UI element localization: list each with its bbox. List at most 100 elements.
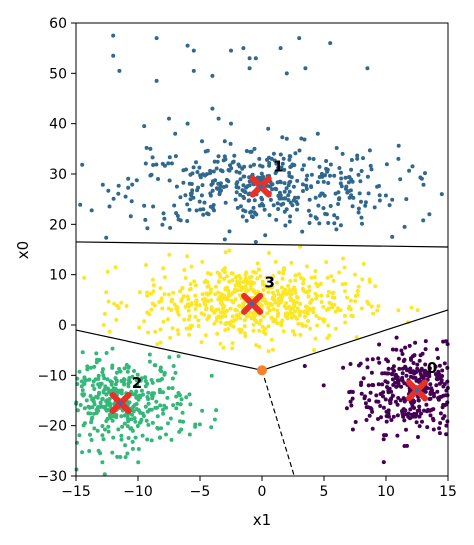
data-point — [337, 166, 342, 170]
data-point — [304, 324, 308, 328]
data-point — [314, 216, 319, 221]
x-tick-label: 15 — [439, 484, 457, 500]
data-point — [303, 314, 307, 319]
data-point — [409, 357, 413, 362]
data-point — [153, 329, 158, 334]
data-point — [153, 405, 158, 410]
data-point — [243, 209, 248, 214]
data-point — [228, 306, 233, 311]
data-point — [280, 276, 285, 281]
data-point — [166, 292, 171, 297]
data-point — [406, 368, 411, 373]
data-point — [399, 348, 404, 353]
data-point — [135, 424, 140, 428]
data-point — [231, 324, 236, 329]
data-point — [198, 175, 203, 180]
data-point — [217, 279, 222, 284]
data-point — [304, 186, 309, 191]
data-point — [288, 214, 293, 219]
data-point — [200, 259, 205, 264]
data-point — [400, 375, 405, 380]
data-point — [199, 311, 204, 316]
data-point — [94, 351, 99, 356]
data-point — [270, 316, 275, 321]
data-point — [176, 332, 181, 336]
data-point — [211, 203, 216, 207]
data-point — [200, 292, 205, 297]
data-point — [198, 207, 203, 212]
boundary-line — [75, 241, 449, 248]
data-point — [437, 363, 442, 368]
data-point — [158, 286, 163, 291]
data-point — [365, 66, 370, 71]
data-point — [215, 331, 220, 336]
data-point — [223, 309, 228, 314]
data-point — [307, 221, 312, 225]
data-point — [433, 364, 438, 369]
data-point — [187, 207, 192, 212]
data-point — [258, 274, 263, 279]
data-point — [271, 319, 276, 324]
data-point — [256, 267, 261, 272]
data-point — [417, 424, 422, 429]
data-point — [309, 298, 314, 303]
data-point — [343, 289, 347, 294]
data-point — [288, 278, 293, 283]
data-point — [247, 56, 252, 61]
data-point — [249, 280, 254, 284]
data-point — [399, 384, 404, 389]
data-point — [407, 168, 412, 173]
data-point — [205, 211, 210, 216]
data-point — [88, 432, 92, 437]
data-point — [328, 162, 333, 167]
data-point — [196, 324, 201, 328]
data-point — [275, 314, 280, 318]
data-point — [214, 315, 219, 320]
data-point — [350, 204, 355, 209]
cluster-label: 0 — [427, 359, 437, 377]
data-point — [182, 268, 187, 272]
data-point — [407, 343, 412, 348]
data-point — [118, 455, 123, 459]
y-tick-label: 50 — [49, 66, 67, 82]
data-point — [361, 376, 366, 381]
data-point — [278, 179, 283, 184]
data-point — [311, 310, 316, 315]
data-point — [221, 158, 226, 163]
data-point — [442, 361, 447, 366]
data-point — [101, 322, 106, 327]
data-point — [271, 203, 276, 208]
data-point — [176, 312, 181, 317]
data-point — [266, 126, 271, 131]
data-point — [253, 313, 258, 318]
data-point — [377, 184, 381, 188]
data-point — [387, 203, 392, 208]
data-point — [401, 407, 406, 412]
data-point — [431, 427, 436, 432]
data-point — [284, 311, 289, 316]
data-point — [270, 347, 275, 352]
x-tick-label: −5 — [190, 484, 211, 500]
data-point — [360, 277, 365, 282]
data-point — [400, 366, 405, 371]
data-point — [339, 176, 344, 181]
data-point — [119, 379, 124, 383]
data-point — [402, 418, 407, 423]
data-point — [391, 414, 396, 419]
data-point — [414, 378, 419, 383]
data-point — [205, 280, 210, 285]
data-point — [395, 377, 400, 382]
data-point — [268, 197, 273, 202]
data-point — [324, 212, 329, 217]
data-point — [110, 346, 115, 351]
data-point — [79, 384, 84, 389]
data-point — [102, 472, 107, 477]
data-point — [191, 165, 196, 170]
data-point — [154, 399, 159, 404]
data-point — [284, 301, 289, 306]
data-point — [157, 387, 162, 392]
data-point — [343, 281, 348, 286]
data-point — [321, 179, 326, 184]
data-point — [276, 165, 281, 170]
